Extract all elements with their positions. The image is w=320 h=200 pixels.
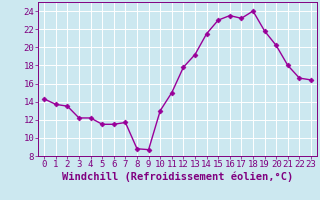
X-axis label: Windchill (Refroidissement éolien,°C): Windchill (Refroidissement éolien,°C) <box>62 172 293 182</box>
